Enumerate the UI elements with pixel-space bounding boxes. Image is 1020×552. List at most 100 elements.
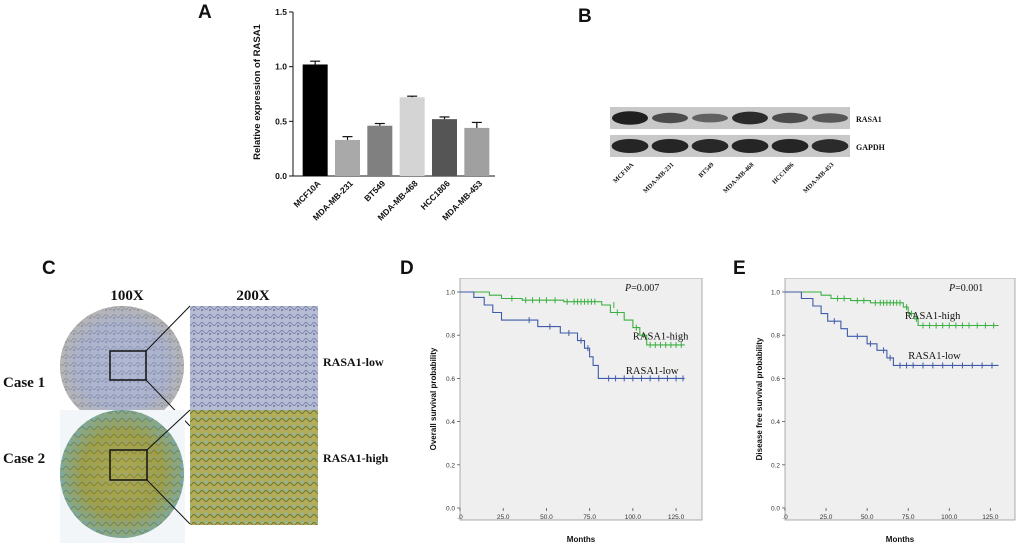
series-label-low-d: RASA1-low <box>626 366 679 377</box>
bar-mda-mb-453 <box>464 127 490 176</box>
x-tick-label: 125.0 <box>982 514 999 521</box>
y-tick-label: 0.0 <box>771 506 780 513</box>
x-tick-label: 25.0 <box>497 514 510 521</box>
lane-label: MDA-MB-453 <box>802 161 836 195</box>
panel-letter-c: C <box>42 258 56 279</box>
km-chart-panel-e: 0.0 0.2 0.4 0.6 0.8 1.0 .0 25.0 50.0 75.0 100.0 125… <box>755 278 1016 544</box>
km-chart-panel-d: 0.0 0.2 0.4 0.6 0.8 1.0 .0 25.0 50.0 75.0 100.0 125… <box>429 278 703 544</box>
km-plot-area-e <box>784 278 1016 521</box>
panel-letter-a: A <box>198 2 212 23</box>
y-tick-label: 0.6 <box>446 376 455 383</box>
blot-bands <box>611 111 849 154</box>
bar-mda-mb-468 <box>399 97 425 176</box>
km-curve-high <box>460 291 685 346</box>
ihc-col-label-200x: 200X <box>236 288 270 304</box>
y-tick-label: 0.5 <box>275 116 287 126</box>
series-label-low-e: RASA1-low <box>908 351 961 362</box>
gapdh-band <box>731 138 769 154</box>
bar-mcf10a <box>302 64 328 176</box>
p-value-annotation-e: P=0.001 <box>948 283 983 294</box>
ihc-panel-c: 100X 200X Case 1 RASA1-low Case 2 RASA1-… <box>0 280 400 547</box>
y-tick-label: 1.0 <box>771 290 780 297</box>
rasa1-band <box>612 111 648 125</box>
y-tick-label: 0.8 <box>771 333 780 340</box>
gapdh-band <box>651 138 689 154</box>
x-tick-label: 125.0 <box>668 514 685 521</box>
y-tick-label: 0.8 <box>446 333 455 340</box>
p-value-annotation-d: P=0.007 <box>624 283 659 294</box>
case2-label: Case 2 <box>3 451 45 467</box>
ihc-figure: 100X 200X Case 1 RASA1-low Case 2 RASA1-… <box>3 288 389 543</box>
category-label: HCC1806 <box>418 178 452 212</box>
x-axis-label-d: Months <box>567 535 596 544</box>
bar-mda-mb-231 <box>335 139 360 176</box>
lane-label: BT549 <box>697 161 716 180</box>
x-tick-label: 100.0 <box>941 514 958 521</box>
gapdh-band <box>771 138 809 154</box>
case2-expression-label: RASA1-high <box>323 451 389 465</box>
case2-zoom-box <box>109 449 148 481</box>
series-label-high-d: RASA1-high <box>633 332 689 343</box>
km-curve-low <box>785 291 999 366</box>
bar-chart-y-label: Relative expression of RASA1 <box>252 23 263 159</box>
x-axis-label-e: Months <box>886 535 915 544</box>
rasa1-band <box>692 113 728 123</box>
case1-zoom-box <box>109 350 147 381</box>
gapdh-band <box>691 139 729 153</box>
lane-label: MDA-MB-231 <box>642 161 675 194</box>
lane-label: HCC1806 <box>771 161 796 186</box>
gapdh-band <box>611 138 649 154</box>
y-tick-label: 0.0 <box>275 171 287 181</box>
km-curve-low <box>460 291 685 379</box>
y-tick-label: 0.2 <box>446 462 455 469</box>
rasa1-blot-strip <box>610 107 850 129</box>
km-axes-d: 0.0 0.2 0.4 0.6 0.8 1.0 .0 25.0 50.0 75.0 100.0 125… <box>446 290 685 522</box>
series-label-high-e: RASA1-high <box>905 311 961 322</box>
rasa1-band <box>652 112 688 124</box>
ihc-col-label-100x: 100X <box>110 288 144 304</box>
y-axis-label-d: Overall survival probability <box>429 347 438 450</box>
x-tick-label: 100.0 <box>625 514 642 521</box>
km-axes-e: 0.0 0.2 0.4 0.6 0.8 1.0 .0 25.0 50.0 75.0 100.0 125… <box>771 290 999 522</box>
y-axis-label-e: Disease free survival probability <box>755 337 764 460</box>
x-tick-label: 50.0 <box>540 514 553 521</box>
gapdh-band <box>811 139 849 153</box>
panel-letter-e: E <box>733 258 746 279</box>
case1-200x-image <box>190 306 318 427</box>
y-tick-label: 0.4 <box>771 419 780 426</box>
lane-label: MCF10A <box>612 161 636 185</box>
panel-letter-b: B <box>578 6 592 27</box>
bar-hcc1806 <box>432 119 457 176</box>
y-tick-label: 0.2 <box>771 462 780 469</box>
x-tick-label: .0 <box>457 514 463 521</box>
x-tick-label: 75.0 <box>902 514 915 521</box>
blot-lane-labels: MCF10A MDA-MB-231 BT549 MDA-MB-468 HCC1806 MD… <box>612 161 836 195</box>
y-tick-label: 1.5 <box>275 7 287 17</box>
x-tick-label: 75.0 <box>583 514 596 521</box>
rasa1-band <box>732 111 768 125</box>
case2-200x-image <box>190 410 318 525</box>
y-tick-label: 1.0 <box>275 62 287 72</box>
y-tick-label: 1.0 <box>446 290 455 297</box>
category-label: MCF10A <box>291 178 322 209</box>
western-blot-panel-b: RASA1 GAPDH MCF10A MDA-MB-231 BT549 MDA-MB-… <box>610 107 886 195</box>
y-tick-label: 0.0 <box>446 506 455 513</box>
rasa1-band-label: RASA1 <box>856 115 882 124</box>
y-tick-label: 0.6 <box>771 376 780 383</box>
y-tick-label: 0.4 <box>446 419 455 426</box>
km-curves-e <box>785 291 999 369</box>
lane-label: MDA-MB-468 <box>722 161 756 195</box>
km-plot-area-d <box>459 278 703 521</box>
x-tick-label: 50.0 <box>861 514 874 521</box>
km-curves-d <box>460 291 685 382</box>
rasa1-band <box>772 112 808 124</box>
case1-label: Case 1 <box>3 375 45 391</box>
bar-bt549 <box>367 125 393 176</box>
rasa1-band <box>812 113 848 123</box>
bar-chart-bars <box>302 60 490 176</box>
gapdh-band-label: GAPDH <box>856 143 886 152</box>
case1-expression-label: RASA1-low <box>323 355 384 369</box>
category-label: BT549 <box>362 178 387 203</box>
x-tick-label: .0 <box>782 514 788 521</box>
